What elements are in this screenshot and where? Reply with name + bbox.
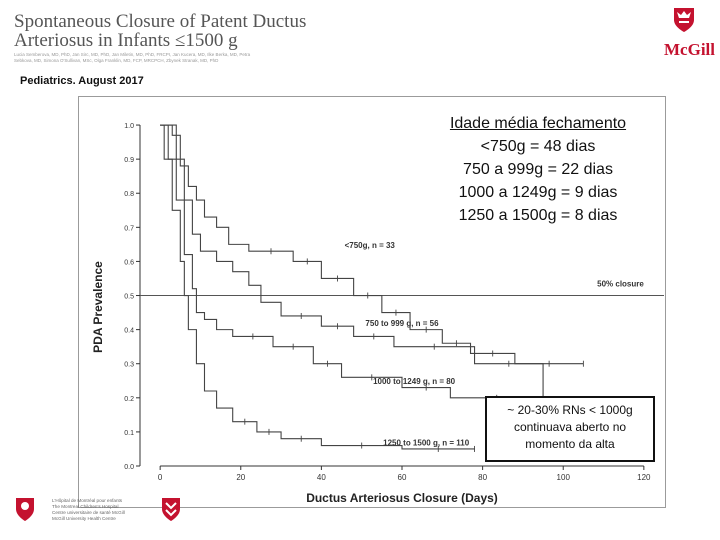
- footer-text: L'Hôpital de Montréal pour enfants The M…: [52, 498, 125, 522]
- x-tick-label: 120: [637, 473, 651, 482]
- discharge-note-box: ~ 20-30% RNs < 1000g continuava aberto n…: [485, 396, 655, 462]
- source-citation: Pediatrics. August 2017: [20, 75, 144, 87]
- y-tick-label: 1.0: [124, 123, 134, 130]
- median-closure-header: Idade média fechamento: [449, 115, 627, 132]
- x-tick-label: 20: [236, 473, 245, 482]
- series-label: 750 to 999 g, n = 56: [365, 319, 439, 328]
- mcgill-logo-text: McGill: [664, 40, 715, 59]
- presentation-title: Spontaneous Closure of Patent Ductus Art…: [14, 12, 314, 50]
- note-line: ~ 20-30% RNs < 1000g: [507, 403, 633, 417]
- y-tick-label: 0.3: [124, 362, 134, 369]
- note-line: continuava aberto no: [513, 420, 627, 434]
- y-tick-label: 0.4: [124, 328, 134, 335]
- footer-line: The Montreal Children's Hospital: [52, 504, 119, 509]
- x-tick-label: 40: [317, 473, 326, 482]
- median-closure-line: <750g = 48 dias: [480, 138, 596, 155]
- y-tick-label: 0.9: [124, 157, 134, 164]
- footer-hospital-logo: L'Hôpital de Montréal pour enfants The M…: [14, 496, 180, 530]
- median-closure-line: 1250 a 1500g = 8 dias: [458, 207, 618, 224]
- reference-line-group: 50% closure: [140, 280, 664, 297]
- median-closure-line: 750 a 999g = 22 dias: [463, 161, 613, 178]
- y-tick-label: 0.0: [124, 464, 134, 471]
- title-line-1: Spontaneous Closure of Patent Ductus: [14, 11, 307, 32]
- title-line-2: Arteriosus in Infants ≤1500 g: [14, 30, 238, 51]
- mcgill-crest-icon: [674, 8, 694, 32]
- x-tick-label: 60: [398, 473, 407, 482]
- chart-axes: 0.0 0.1 0.2 0.3 0.4 0.5 0.6 0.7 0.8 0.9 1.0 0 20 40 60…: [124, 123, 651, 482]
- series-group: <750g, n = 33 750 to 999 g, n = 56 1000 to…: [160, 124, 584, 452]
- x-tick-label: 80: [478, 473, 487, 482]
- y-tick-label: 0.5: [124, 294, 134, 301]
- footer-line: L'Hôpital de Montréal pour enfants: [52, 498, 123, 503]
- footer-line: Centre universitaire de santé McGill: [52, 510, 125, 515]
- x-axis-label: Ductus Arteriosus Closure (Days): [306, 491, 498, 505]
- y-tick-label: 0.8: [124, 191, 134, 198]
- childrens-hospital-icon: [16, 498, 34, 521]
- median-closure-box: Idade média fechamento <750g = 48 dias 7…: [428, 112, 648, 227]
- y-tick-label: 0.1: [124, 430, 134, 437]
- y-tick-label: 0.2: [124, 396, 134, 403]
- y-tick-label: 0.7: [124, 225, 134, 232]
- reference-line-label: 50% closure: [597, 280, 644, 289]
- series-label: <750g, n = 33: [345, 241, 396, 250]
- series-line: [160, 124, 584, 409]
- muhc-shield-icon: [162, 498, 180, 521]
- series-label: 1250 to 1500 g, n = 110: [383, 439, 470, 448]
- x-tick-label: 0: [158, 473, 163, 482]
- series-line: [160, 124, 584, 402]
- author-list: Lucia Semberova, MD, PhD, Jan Sirc, MD, …: [14, 52, 251, 63]
- note-line: momento da alta: [525, 437, 615, 451]
- y-tick-label: 0.6: [124, 259, 134, 266]
- median-closure-line: 1000 a 1249g = 9 dias: [458, 184, 618, 201]
- footer-line: McGill University Health Centre: [52, 516, 116, 521]
- x-tick-label: 100: [557, 473, 571, 482]
- y-axis-label: PDA Prevalence: [91, 261, 105, 353]
- series-label: 1000 to 1249 g, n = 80: [373, 377, 456, 386]
